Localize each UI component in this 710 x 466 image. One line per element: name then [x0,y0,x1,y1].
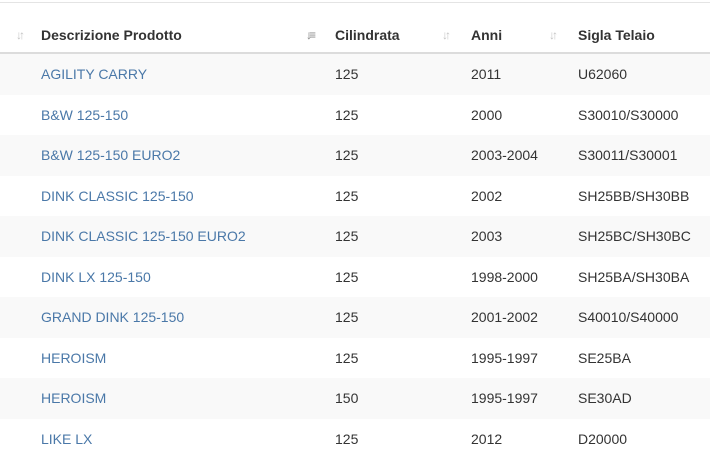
cell-descrizione: DINK CLASSIC 125-150 EURO2 [0,216,330,257]
table-row: DINK CLASSIC 125-150 125 2002 SH25BB/SH30BB [0,175,710,216]
cell-sigla-telaio: SE30AD [573,378,710,419]
cell-sigla-telaio: S40010/S40000 [573,297,710,338]
table-row: HEROISM 150 1995-1997 SE30AD [0,378,710,419]
cell-cilindrata: 150 [330,378,466,419]
table-header-row: ↓↑ Descrizione Prodotto ↓≡ Cilindrata ↓↑… [0,18,710,54]
cell-anni: 2002 [466,175,573,216]
product-link[interactable]: DINK LX 125-150 [41,268,151,285]
cell-descrizione: DINK CLASSIC 125-150 [0,175,330,216]
cell-sigla-telaio: S30010/S30000 [573,94,710,135]
cell-sigla-telaio: D20000 [573,418,710,459]
cell-cilindrata: 125 [330,418,466,459]
top-divider [0,2,710,3]
product-link[interactable]: DINK CLASSIC 125-150 [41,187,194,204]
product-link[interactable]: HEROISM [41,349,107,366]
column-header-cilindrata[interactable]: ↓≡ Cilindrata [306,18,466,54]
cell-descrizione: B&W 125-150 [0,94,330,135]
column-header-descrizione[interactable]: ↓↑ Descrizione Prodotto [0,18,330,54]
table-row: AGILITY CARRY 125 2011 U62060 [0,53,710,95]
product-link[interactable]: AGILITY CARRY [41,66,148,83]
cell-cilindrata: 125 [330,256,466,297]
cell-descrizione: HEROISM [0,378,330,419]
product-link[interactable]: LIKE LX [41,430,93,447]
cell-sigla-telaio: U62060 [573,53,710,95]
cell-descrizione: B&W 125-150 EURO2 [0,135,330,176]
cell-cilindrata: 125 [330,53,466,95]
sort-both-icon[interactable]: ↓↑ [16,28,25,42]
cell-anni: 2001-2002 [466,297,573,338]
cell-sigla-telaio: SE25BA [573,337,710,378]
table-row: GRAND DINK 125-150 125 2001-2002 S40010/S40… [0,297,710,338]
sort-both-icon[interactable]: ↓↑ [442,28,451,42]
cell-anni: 2000 [466,94,573,135]
cell-anni: 2003 [466,216,573,257]
cell-sigla-telaio: S30011/S30001 [573,135,710,176]
product-link[interactable]: B&W 125-150 EURO2 [41,147,181,164]
column-header-sigla[interactable]: ↓↑ Sigla Telaio [549,18,710,54]
cell-anni: 2012 [466,418,573,459]
cell-descrizione: GRAND DINK 125-150 [0,297,330,338]
cell-cilindrata: 125 [330,175,466,216]
cell-anni: 1998-2000 [466,256,573,297]
sort-both-icon[interactable]: ↓↑ [549,28,558,42]
cell-descrizione: AGILITY CARRY [0,53,330,95]
product-link[interactable]: DINK CLASSIC 125-150 EURO2 [41,228,246,245]
column-header-anni[interactable]: ↓↑ Anni [442,18,573,54]
cell-cilindrata: 125 [330,297,466,338]
column-header-label: Cilindrata [335,27,400,43]
cell-descrizione: LIKE LX [0,418,330,459]
cell-descrizione: HEROISM [0,337,330,378]
cell-descrizione: DINK LX 125-150 [0,256,330,297]
cell-anni: 1995-1997 [466,337,573,378]
column-header-label: Anni [471,27,503,43]
table-row: B&W 125-150 EURO2 125 2003-2004 S30011/S300… [0,135,710,176]
cell-sigla-telaio: SH25BC/SH30BC [573,216,710,257]
table-row: LIKE LX 125 2012 D20000 [0,418,710,459]
table-row: HEROISM 125 1995-1997 SE25BA [0,337,710,378]
table-row: DINK LX 125-150 125 1998-2000 SH25BA/SH30BA [0,256,710,297]
cell-anni: 2003-2004 [466,135,573,176]
cell-cilindrata: 125 [330,135,466,176]
product-link[interactable]: HEROISM [41,390,107,407]
sort-ascending-active-icon[interactable]: ↓≡ [306,28,316,42]
cell-sigla-telaio: SH25BB/SH30BB [573,175,710,216]
column-header-label: Sigla Telaio [578,27,655,43]
cell-cilindrata: 125 [330,216,466,257]
column-header-label: Descrizione Prodotto [41,27,182,43]
product-link[interactable]: GRAND DINK 125-150 [41,309,185,326]
cell-anni: 2011 [466,53,573,95]
table-row: DINK CLASSIC 125-150 EURO2 125 2003 SH25BC/… [0,216,710,257]
cell-cilindrata: 125 [330,337,466,378]
cell-anni: 1995-1997 [466,378,573,419]
product-link[interactable]: B&W 125-150 [41,106,129,123]
table-body: AGILITY CARRY 125 2011 U62060 B&W 125-150 125… [0,53,710,459]
cell-cilindrata: 125 [330,94,466,135]
cell-sigla-telaio: SH25BA/SH30BA [573,256,710,297]
table-row: B&W 125-150 125 2000 S30010/S30000 [0,94,710,135]
product-table: ↓↑ Descrizione Prodotto ↓≡ Cilindrata ↓↑… [0,18,710,459]
